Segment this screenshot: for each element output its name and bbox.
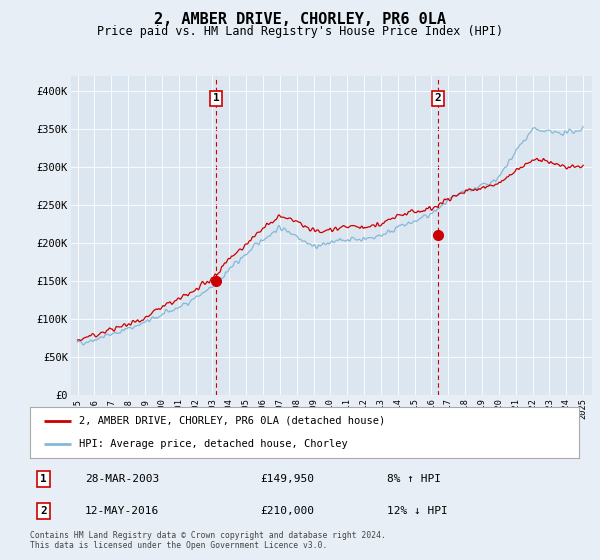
Text: Contains HM Land Registry data © Crown copyright and database right 2024.
This d: Contains HM Land Registry data © Crown c…: [30, 531, 386, 550]
Text: 2, AMBER DRIVE, CHORLEY, PR6 0LA: 2, AMBER DRIVE, CHORLEY, PR6 0LA: [154, 12, 446, 27]
Text: Price paid vs. HM Land Registry's House Price Index (HPI): Price paid vs. HM Land Registry's House …: [97, 25, 503, 38]
Text: 28-MAR-2003: 28-MAR-2003: [85, 474, 159, 484]
Text: 12-MAY-2016: 12-MAY-2016: [85, 506, 159, 516]
Text: 12% ↓ HPI: 12% ↓ HPI: [387, 506, 448, 516]
Text: £149,950: £149,950: [260, 474, 314, 484]
Text: 2, AMBER DRIVE, CHORLEY, PR6 0LA (detached house): 2, AMBER DRIVE, CHORLEY, PR6 0LA (detach…: [79, 416, 386, 426]
Text: 8% ↑ HPI: 8% ↑ HPI: [387, 474, 441, 484]
Text: 1: 1: [213, 94, 220, 104]
Text: 2: 2: [40, 506, 47, 516]
Text: 2: 2: [434, 94, 441, 104]
Text: £210,000: £210,000: [260, 506, 314, 516]
Text: HPI: Average price, detached house, Chorley: HPI: Average price, detached house, Chor…: [79, 439, 348, 449]
Text: 1: 1: [40, 474, 47, 484]
